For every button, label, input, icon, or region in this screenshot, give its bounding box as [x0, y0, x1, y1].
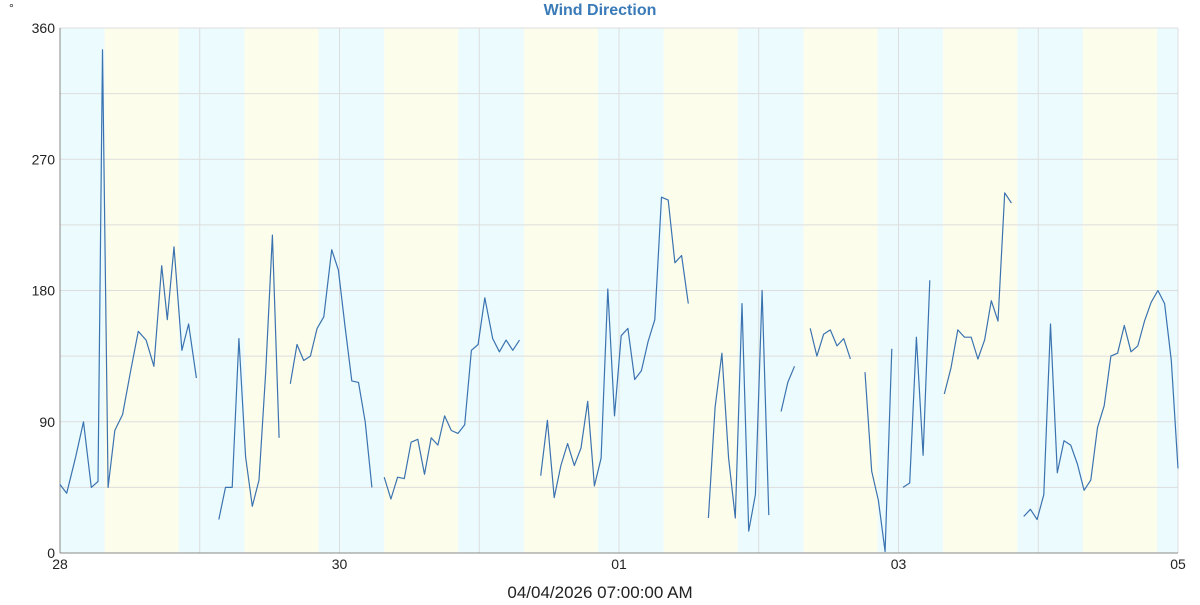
tick-labels: 0 90 180 270 360 28 30 01 03 05 [32, 20, 1186, 572]
series-line-segment [383, 297, 521, 500]
series-line-segment [809, 328, 851, 360]
chart-title: Wind Direction [544, 2, 657, 19]
series-layer [59, 49, 1179, 553]
x-tick-label: 05 [1170, 556, 1186, 572]
y-tick-label: 360 [32, 20, 56, 36]
series-line-segment [59, 49, 197, 494]
x-tick-label: 30 [332, 556, 348, 572]
y-tick-label: 270 [32, 151, 56, 167]
series-line-segment [902, 280, 931, 488]
series-line-segment [707, 289, 770, 532]
series-line-segment [218, 234, 280, 520]
axes [59, 28, 1178, 554]
x-tick-label: 28 [52, 556, 68, 572]
series-line-segment [1023, 289, 1179, 521]
y-tick-label: 0 [47, 545, 55, 561]
x-tick-label: 03 [891, 556, 907, 572]
timestamp-footer: 04/04/2026 07:00:00 AM [507, 583, 692, 600]
series-line-segment [540, 196, 689, 499]
unit-label: ° [9, 1, 14, 15]
series-line-segment [289, 249, 373, 488]
series-line-segment [864, 348, 893, 553]
y-tick-label: 180 [32, 283, 56, 299]
series-line-segment [943, 192, 1012, 395]
x-tick-label: 01 [611, 556, 627, 572]
y-tick-label: 90 [39, 414, 55, 430]
series-line-segment [780, 366, 796, 412]
